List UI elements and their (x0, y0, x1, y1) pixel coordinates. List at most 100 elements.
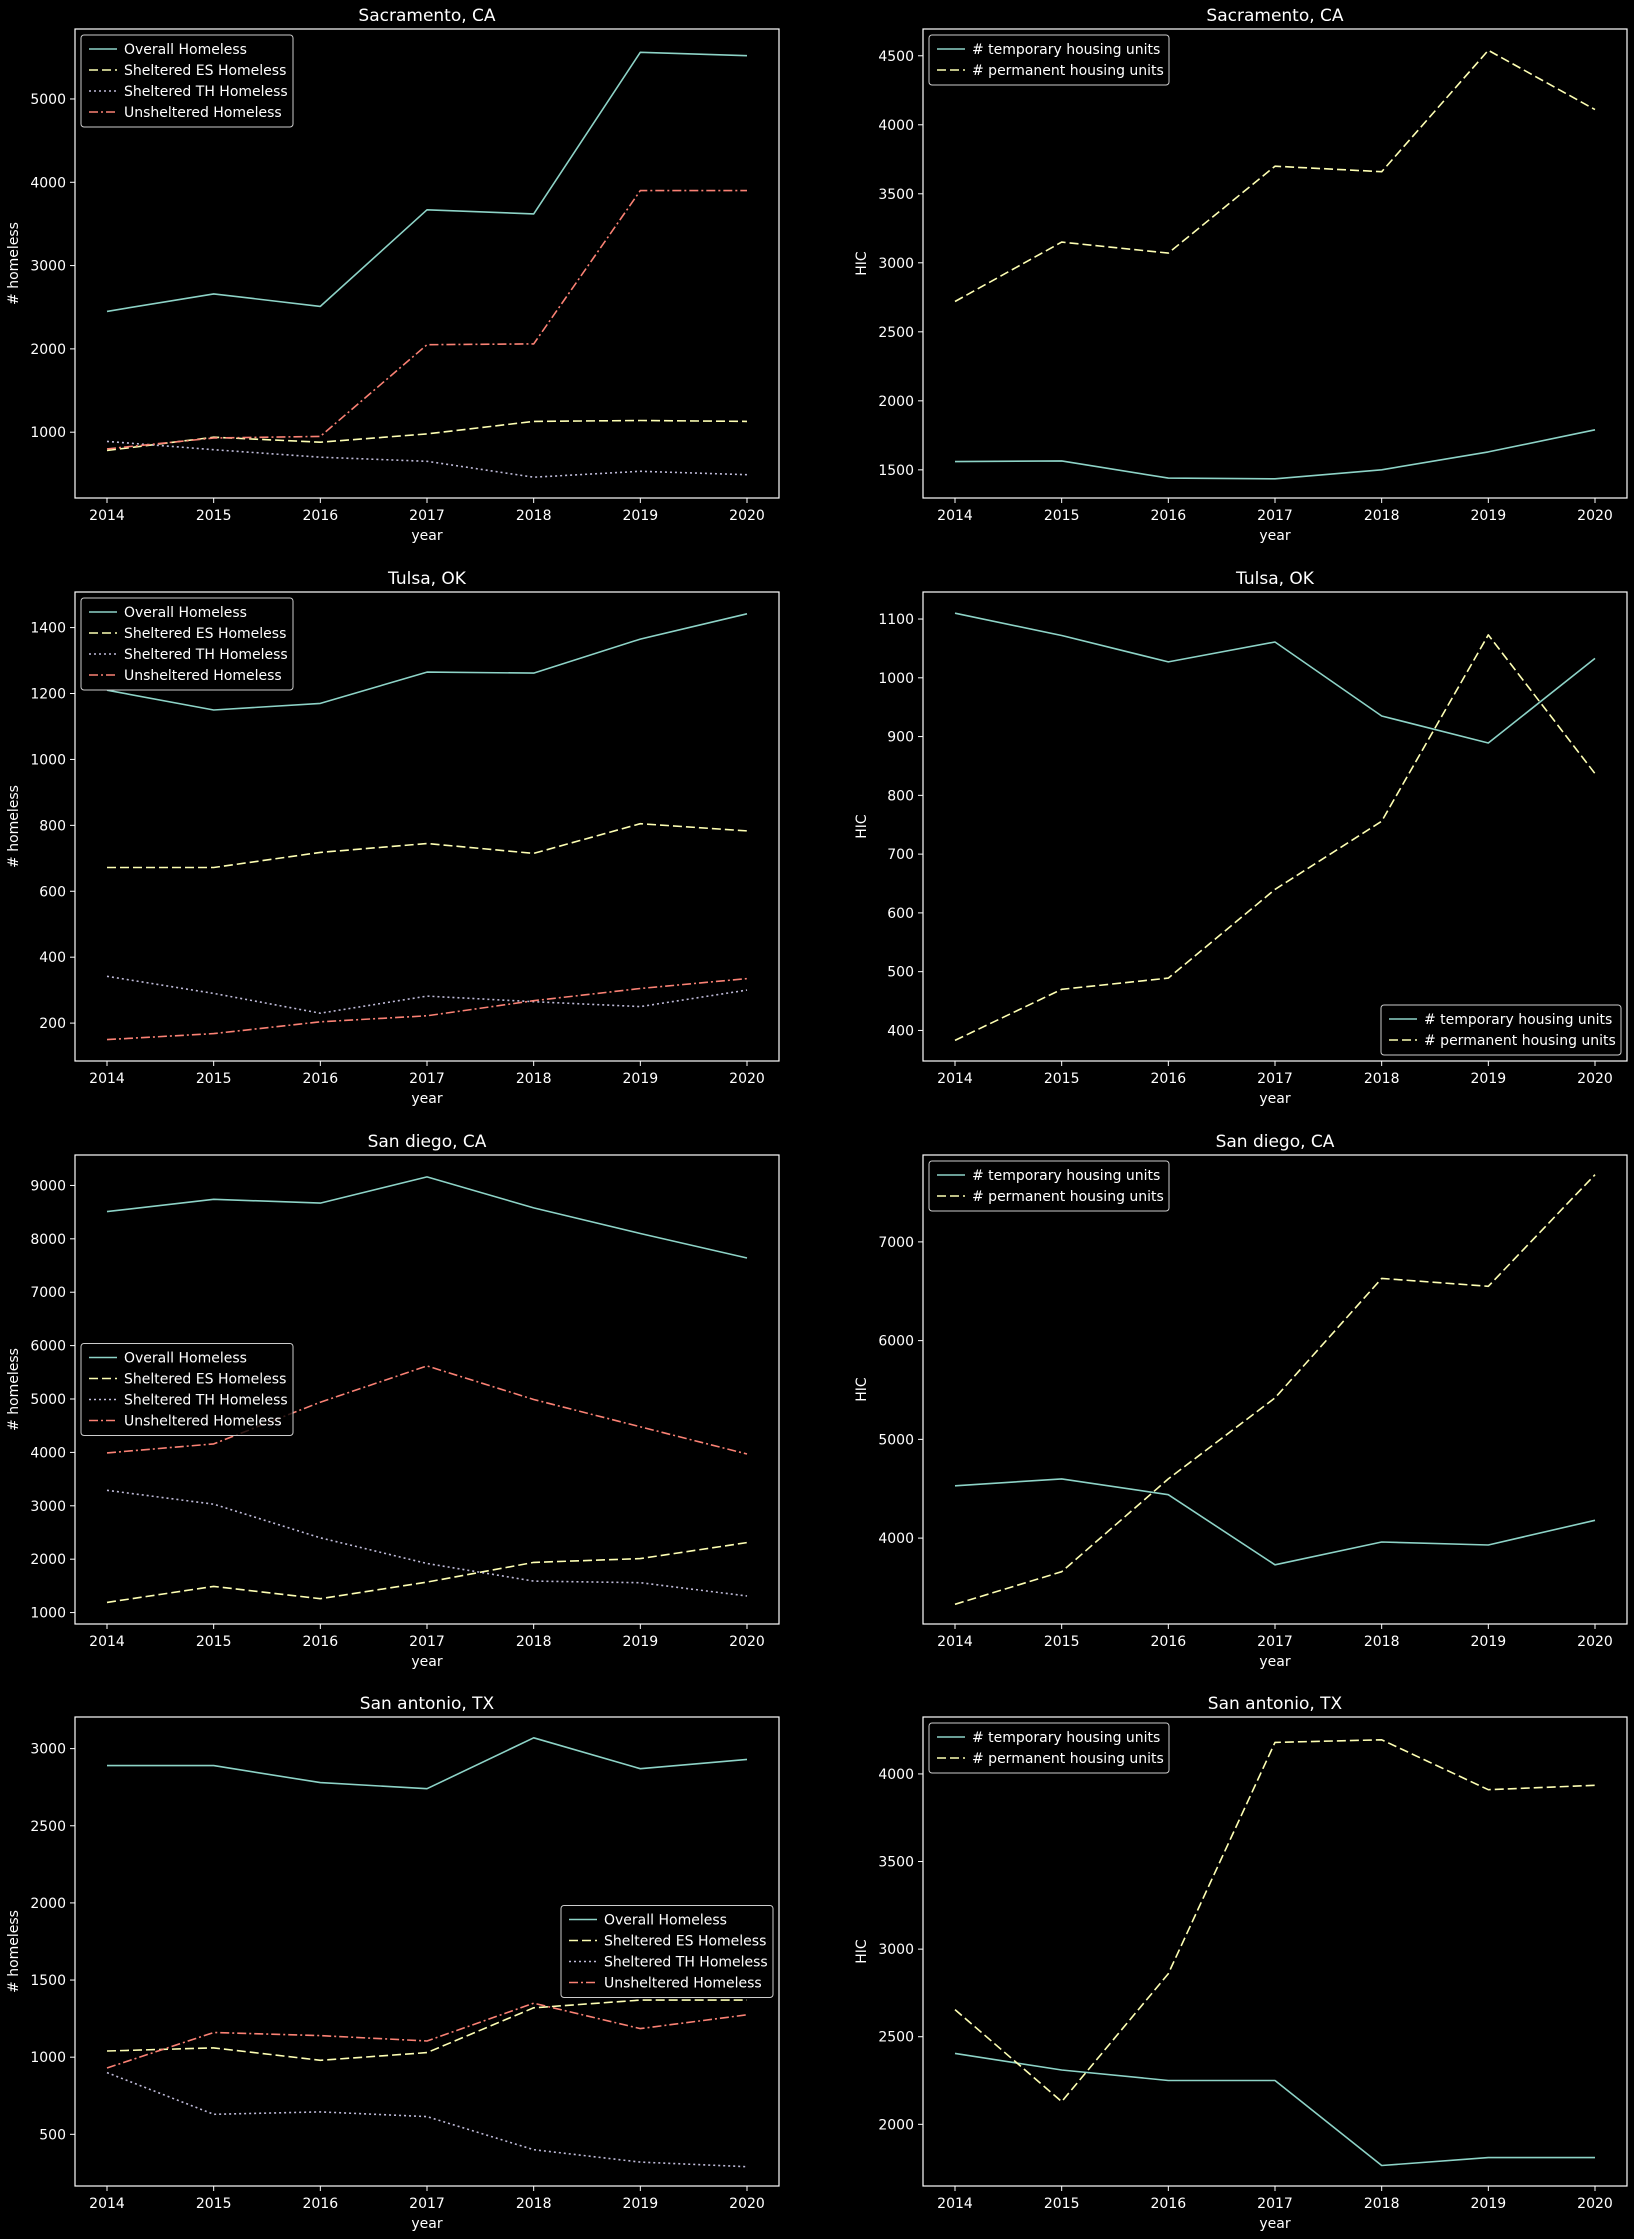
subplot-7: San antonio, TX 2014 2015 2016 2017 2018 2019 2… (6, 1694, 780, 2232)
plot-frame (922, 591, 1628, 1062)
x-tick-label: 2017 (1257, 1071, 1293, 1087)
x-axis-label: year (411, 1091, 442, 1107)
plot-frame (74, 1154, 780, 1625)
x-tick-label: 2016 (303, 508, 339, 524)
legend-entry: Sheltered TH Homeless (124, 84, 288, 100)
x-tick-label: 2020 (729, 2196, 765, 2212)
y-tick-label: 5000 (30, 1392, 66, 1408)
y-axis-label: # homeless (6, 222, 22, 305)
y-axis-label: HIC (854, 814, 870, 839)
chart-title: Sacramento, CA (1206, 6, 1343, 26)
legend-entry: Overall Homeless (124, 42, 247, 58)
y-tick-label: 1000 (30, 1606, 66, 1622)
y-tick-label: 3500 (878, 187, 914, 203)
chart-title: San antonio, TX (360, 1694, 495, 1714)
y-tick-label: 4000 (30, 175, 66, 191)
y-tick-label: 800 (39, 818, 66, 834)
series-line (106, 1365, 748, 1455)
y-tick-label: 500 (39, 2127, 66, 2143)
x-axis-label: year (1259, 1091, 1290, 1107)
x-tick-label: 2014 (937, 1634, 973, 1650)
y-tick-label: 2500 (878, 2030, 914, 2046)
y-tick-label: 7000 (30, 1285, 66, 1301)
x-tick-label: 2014 (937, 1071, 973, 1087)
x-tick-label: 2017 (409, 1634, 445, 1650)
y-tick-label: 400 (39, 950, 66, 966)
legend-box (80, 34, 294, 128)
x-tick-label: 2019 (623, 1634, 659, 1650)
y-tick-label: 3000 (30, 1742, 66, 1758)
legend-entry: Unsheltered Homeless (124, 105, 282, 121)
series-line (106, 2002, 748, 2069)
x-tick-label: 2015 (1044, 1071, 1080, 1087)
x-tick-label: 2019 (1471, 1634, 1507, 1650)
series-line (106, 977, 748, 1041)
x-tick-label: 2019 (623, 1071, 659, 1087)
y-axis-label: HIC (854, 251, 870, 276)
y-tick-label: 1000 (30, 752, 66, 768)
legend-entry: # permanent housing units (972, 1189, 1164, 1205)
series-line (106, 1176, 748, 1259)
legend-entry: # permanent housing units (1424, 1033, 1616, 1049)
x-axis-label: year (411, 2216, 442, 2232)
y-tick-label: 2000 (878, 394, 914, 410)
subplot-3: Tulsa, OK 2014 2015 2016 2017 2018 2019 2020 200… (6, 569, 780, 1107)
legend-box (1380, 1004, 1622, 1056)
y-tick-label: 1500 (878, 463, 914, 479)
chart-title: Tulsa, OK (1235, 569, 1315, 589)
y-tick-label: 3000 (878, 1942, 914, 1958)
x-tick-label: 2017 (1257, 508, 1293, 524)
legend-entry: Sheltered ES Homeless (124, 1372, 286, 1388)
y-tick-label: 5000 (878, 1432, 914, 1448)
y-tick-label: 4500 (878, 49, 914, 65)
y-tick-label: 6000 (30, 1339, 66, 1355)
x-tick-label: 2020 (1577, 508, 1613, 524)
y-tick-label: 2000 (30, 1552, 66, 1568)
legend-entry: Overall Homeless (604, 1913, 727, 1929)
x-tick-label: 2015 (1044, 508, 1080, 524)
legend-entry: # temporary housing units (1424, 1012, 1612, 1028)
x-tick-label: 2019 (1471, 508, 1507, 524)
x-tick-label: 2018 (1364, 1071, 1400, 1087)
x-tick-label: 2014 (89, 508, 125, 524)
series-line (954, 1739, 1596, 2103)
x-tick-label: 2017 (409, 1071, 445, 1087)
legend-entry: Sheltered TH Homeless (124, 647, 288, 663)
series-line (106, 975, 748, 1015)
y-tick-label: 1500 (30, 1973, 66, 1989)
x-tick-label: 2018 (516, 508, 552, 524)
series-line (954, 49, 1596, 303)
y-axis-label: HIC (854, 1377, 870, 1402)
legend-entry: Unsheltered Homeless (124, 668, 282, 684)
x-tick-label: 2018 (516, 1634, 552, 1650)
y-tick-label: 1000 (30, 425, 66, 441)
chart-title: San antonio, TX (1208, 1694, 1343, 1714)
x-axis-label: year (1259, 528, 1290, 544)
plot-frame (922, 1154, 1628, 1625)
x-tick-label: 2016 (1151, 1634, 1187, 1650)
series-line (954, 2052, 1595, 2167)
plot-frame (74, 1716, 780, 2187)
y-tick-label: 3000 (30, 1499, 66, 1515)
y-tick-label: 1000 (878, 671, 914, 687)
y-tick-label: 2000 (878, 2117, 914, 2133)
legend-box (928, 1722, 1170, 1774)
chart-title: Tulsa, OK (387, 569, 467, 589)
y-tick-label: 400 (887, 1023, 914, 1039)
legend-entry: # permanent housing units (972, 1751, 1164, 1767)
legend-entry: Unsheltered Homeless (124, 1414, 282, 1430)
legend: Overall Homeless Sheltered ES Homeless She… (80, 34, 294, 128)
x-tick-label: 2018 (1364, 508, 1400, 524)
y-tick-label: 2500 (878, 325, 914, 341)
y-tick-label: 4000 (30, 1445, 66, 1461)
y-tick-label: 8000 (30, 1232, 66, 1248)
x-tick-label: 2015 (196, 508, 232, 524)
legend-entry: Overall Homeless (124, 605, 247, 621)
x-axis-label: year (411, 528, 442, 544)
y-tick-label: 3000 (30, 259, 66, 275)
y-tick-label: 5000 (30, 92, 66, 108)
x-tick-label: 2016 (303, 1634, 339, 1650)
x-axis-label: year (1259, 2216, 1290, 2232)
x-tick-label: 2019 (1471, 1071, 1507, 1087)
x-tick-label: 2014 (937, 508, 973, 524)
